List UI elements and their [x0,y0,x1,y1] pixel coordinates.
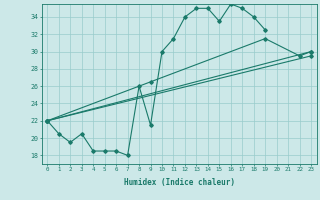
X-axis label: Humidex (Indice chaleur): Humidex (Indice chaleur) [124,178,235,187]
